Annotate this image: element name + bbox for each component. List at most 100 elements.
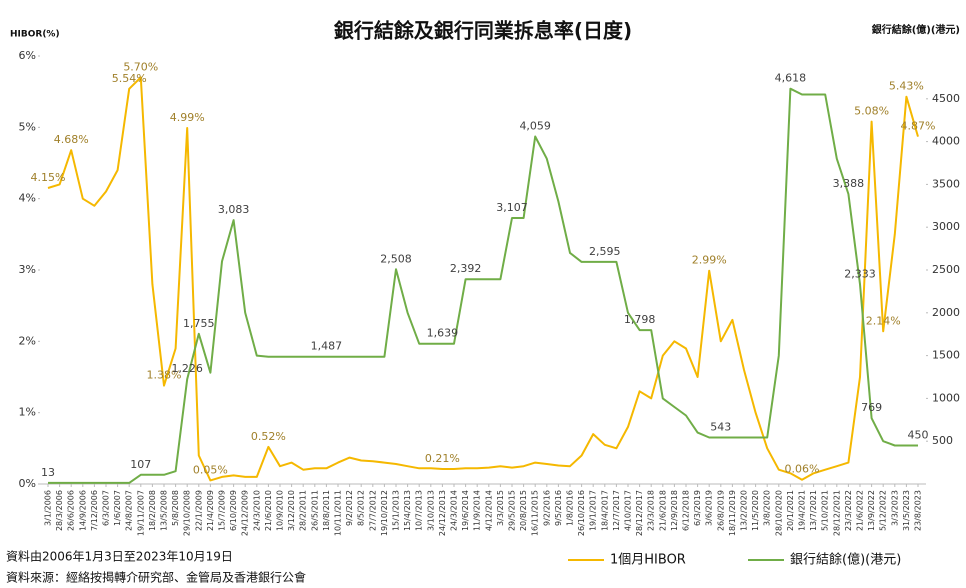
x-tick-label: 6/3/2019 [693, 490, 702, 526]
x-tick-label: 10/7/2013 [415, 490, 424, 531]
data-label: 3,388 [833, 177, 865, 190]
data-label: 3,107 [496, 201, 528, 214]
x-tick-label: 28/12/2017 [635, 490, 644, 536]
series-line [48, 87, 918, 484]
data-label: 13 [41, 466, 55, 479]
x-tick-label: 26/6/2006 [67, 490, 76, 531]
chart-title: 銀行結餘及銀行同業拆息率(日度) [334, 19, 632, 43]
y-tick-label: 2% [19, 334, 36, 347]
data-label: 5.70% [123, 60, 158, 73]
x-tick-label: 5/8/2008 [171, 490, 180, 526]
x-tick-label: 9/5/2016 [554, 490, 563, 526]
y2-tick-label: 3500 [932, 177, 960, 190]
x-tick-label: 9/2/2012 [345, 490, 354, 526]
x-tick-label: 28/3/2006 [55, 490, 64, 531]
x-tick-label: 24/12/2009 [241, 490, 250, 536]
data-label: 1,487 [311, 340, 343, 353]
x-tick-label: 1/6/2007 [113, 490, 122, 526]
data-label: 769 [861, 401, 882, 414]
x-tick-label: 20/1/2021 [786, 490, 795, 531]
y2-tick-label: 2500 [932, 263, 960, 276]
data-label: 450 [908, 428, 929, 441]
data-label: 4,059 [519, 120, 551, 133]
x-tick-label: 5/10/2021 [821, 490, 830, 531]
data-label: 3,083 [218, 203, 250, 216]
x-tick-label: 23/3/2022 [844, 490, 853, 531]
data-label: 0.52% [251, 430, 286, 443]
x-tick-label: 21/6/2018 [658, 490, 667, 531]
data-label: 2,392 [450, 262, 482, 275]
data-label: 2,508 [380, 252, 412, 265]
x-tick-label: 18/8/2011 [322, 490, 331, 531]
y2-tick-label: 4500 [932, 92, 960, 105]
y2-tick-label: 1500 [932, 349, 960, 362]
data-label: 1,226 [171, 362, 203, 375]
x-tick-label: 13/7/2021 [809, 490, 818, 531]
x-tick-label: 26/5/2011 [310, 490, 319, 531]
data-label: 5.43% [889, 80, 924, 93]
x-tick-label: 20/8/2015 [519, 490, 528, 531]
x-tick-label: 29/10/2008 [183, 490, 192, 536]
x-tick-label: 24/8/2007 [125, 490, 134, 531]
x-tick-label: 19/1/2017 [589, 490, 598, 531]
x-tick-label: 18/11/2019 [728, 490, 737, 536]
data-label: 2.99% [692, 254, 727, 267]
series-line [47, 76, 919, 482]
data-label: 1,755 [183, 317, 215, 330]
x-tick-label: 23/3/2018 [647, 490, 656, 531]
x-tick-label: 9/2/2016 [542, 490, 551, 526]
data-label: 1,639 [427, 327, 459, 340]
data-label: 4,618 [775, 72, 807, 85]
y2-tick-label: 1000 [932, 391, 960, 404]
y2-axis-label: 銀行結餘(億)(港元) [872, 23, 960, 36]
y-tick-label: 0% [19, 477, 36, 490]
data-label: 2,595 [589, 245, 621, 258]
x-tick-label: 12/7/2017 [612, 490, 621, 531]
y-axis-label: HIBOR(%) [10, 30, 60, 40]
data-label: 107 [130, 458, 151, 471]
x-tick-label: 13/2/2020 [740, 490, 749, 531]
data-label: 0.06% [785, 463, 820, 476]
x-tick-label: 28/12/2021 [832, 490, 841, 536]
x-tick-label: 3/3/2023 [890, 490, 899, 526]
x-tick-label: 22/1/2009 [194, 490, 203, 531]
x-tick-label: 6/3/2007 [102, 490, 111, 526]
x-tick-label: 26/10/2016 [577, 490, 586, 536]
x-tick-label: 3/10/2013 [426, 490, 435, 531]
x-tick-label: 21/6/2010 [264, 490, 273, 531]
x-tick-label: 3/8/2020 [763, 490, 772, 526]
data-label: 4.99% [170, 111, 205, 124]
legend-label: 銀行結餘(億)(港元) [790, 552, 901, 568]
x-tick-label: 24/3/2010 [252, 490, 261, 531]
legend-label: 1個月HIBOR [610, 553, 686, 568]
x-tick-label: 4/10/2017 [624, 490, 633, 531]
x-tick-label: 6/10/2009 [229, 490, 238, 531]
x-tick-label: 15/7/2009 [218, 490, 227, 531]
data-label: 5.08% [854, 105, 889, 118]
x-tick-label: 1/8/2016 [566, 490, 575, 526]
data-label: 1,798 [624, 313, 656, 326]
x-tick-label: 21/4/2009 [206, 490, 215, 531]
x-tick-label: 8/5/2012 [357, 490, 366, 526]
data-label: 4.68% [54, 133, 89, 146]
x-tick-label: 3/3/2015 [496, 490, 505, 526]
x-tick-label: 11/9/2014 [473, 490, 482, 531]
x-tick-label: 19/6/2014 [461, 490, 470, 531]
x-tick-label: 26/8/2019 [716, 490, 725, 531]
x-tick-label: 15/4/2013 [403, 490, 412, 531]
x-tick-label: 7/12/2006 [90, 490, 99, 531]
x-tick-label: 3/6/2019 [705, 490, 714, 526]
x-tick-label: 3/12/2010 [287, 490, 296, 531]
x-tick-label: 23/8/2023 [914, 490, 923, 531]
data-label: 2.14% [866, 314, 901, 327]
x-tick-label: 11/5/2020 [751, 490, 760, 531]
x-tick-label: 5/12/2022 [879, 490, 888, 531]
y-tick-label: 6% [19, 49, 36, 62]
x-tick-label: 10/9/2010 [276, 490, 285, 531]
footnote: 資料來源：經絡按揭轉介研究部、金管局及香港銀行公會 [6, 570, 306, 585]
y-tick-label: 4% [19, 192, 36, 205]
x-tick-label: 16/11/2015 [531, 490, 540, 536]
x-tick-label: 27/7/2012 [368, 490, 377, 531]
y-tick-label: 1% [19, 406, 36, 419]
